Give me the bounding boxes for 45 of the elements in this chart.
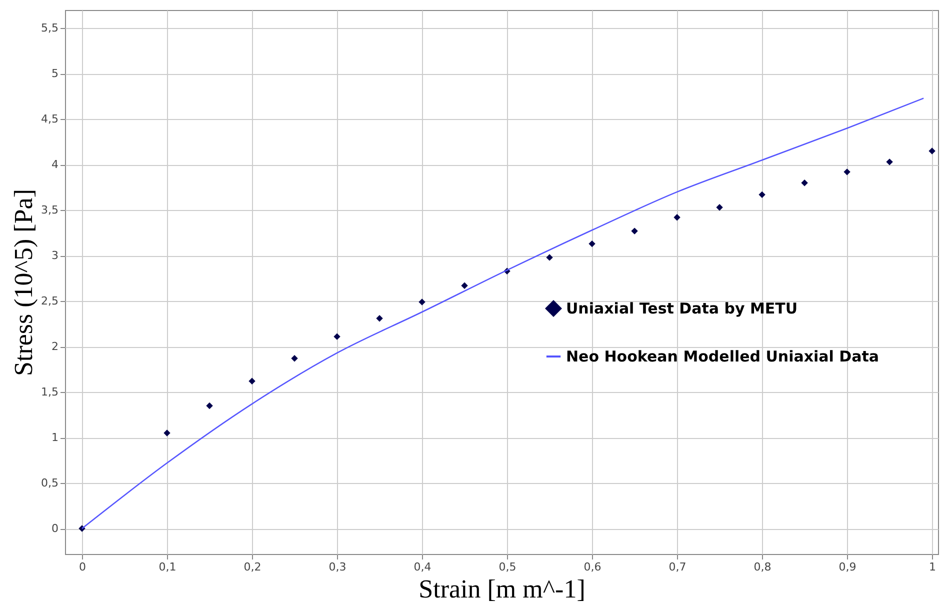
point [758, 191, 766, 198]
point [291, 355, 298, 362]
x-tick-label: 1 [929, 560, 936, 574]
x-tick-label: 0 [79, 560, 86, 574]
point [588, 240, 596, 248]
legend-label: Uniaxial Test Data by METU [566, 300, 798, 318]
point [206, 402, 213, 410]
y-tick-label: 3 [52, 249, 58, 262]
point [418, 298, 426, 306]
y-axis-title: Stress (10^5) [Pa] [9, 189, 38, 376]
y-tick-label: 2,5 [41, 294, 58, 308]
point [886, 158, 893, 166]
point [801, 179, 808, 186]
x-tick-label: 0,5 [498, 560, 516, 574]
x-tick-label: 0,8 [754, 560, 772, 574]
y-tick-label: 5 [52, 67, 58, 80]
x-tick-label: 0,3 [328, 560, 346, 574]
x-tick-label: 0,2 [244, 560, 262, 574]
y-tick-label: 4,5 [41, 112, 58, 126]
point [334, 333, 340, 340]
point [716, 204, 723, 211]
y-tick-label: 1 [52, 431, 58, 444]
point [631, 228, 638, 234]
y-tick-label: 1,5 [41, 386, 58, 399]
x-tick-label: 0,7 [668, 560, 686, 574]
y-tick-label: 2 [52, 340, 58, 354]
point [546, 254, 553, 261]
y-tick-label: 4 [52, 158, 58, 172]
point [461, 282, 468, 289]
y-tick-label: 0,5 [41, 476, 58, 490]
point [674, 214, 680, 221]
x-tick-label: 0,1 [158, 560, 176, 574]
point [248, 378, 256, 385]
x-axis-title: Strain [m m^-1] [418, 574, 586, 604]
point [376, 315, 383, 322]
point [844, 168, 850, 176]
y-tick-label: 5,5 [41, 22, 58, 35]
point [928, 148, 936, 154]
y-tick-label: 0 [52, 522, 58, 536]
x-tick-label: 0,9 [838, 560, 856, 574]
point [164, 430, 170, 436]
x-tick-label: 0,4 [414, 560, 432, 574]
legend-label: Neo Hookean Modelled Uniaxial Data [566, 348, 880, 366]
x-tick-label: 0,6 [584, 560, 602, 574]
y-tick-label: 3,5 [41, 204, 58, 217]
